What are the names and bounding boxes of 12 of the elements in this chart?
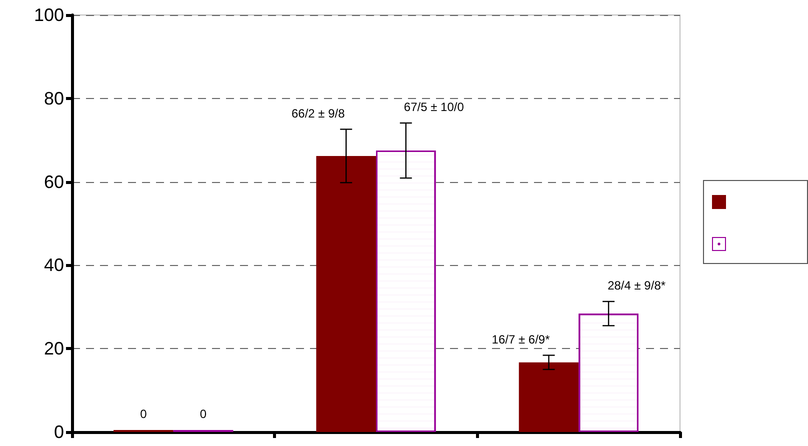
data-label: 28/4 ± 9/8*: [608, 278, 666, 292]
y-tick-label: 80: [44, 88, 64, 108]
data-label: 16/7 ± 6/9*: [492, 332, 550, 346]
y-tick-label: 60: [44, 172, 64, 192]
y-tick-label: 100: [34, 5, 64, 25]
data-label: 67/5 ± 10/0: [404, 100, 464, 114]
data-label: 66/2 ± 9/8: [291, 106, 346, 120]
y-tick-label: 20: [44, 338, 64, 359]
y-tick-label: 40: [44, 255, 64, 276]
y-tick-label: 0: [54, 422, 64, 442]
data-label: 0: [140, 407, 148, 421]
data-label: 0: [200, 407, 207, 421]
